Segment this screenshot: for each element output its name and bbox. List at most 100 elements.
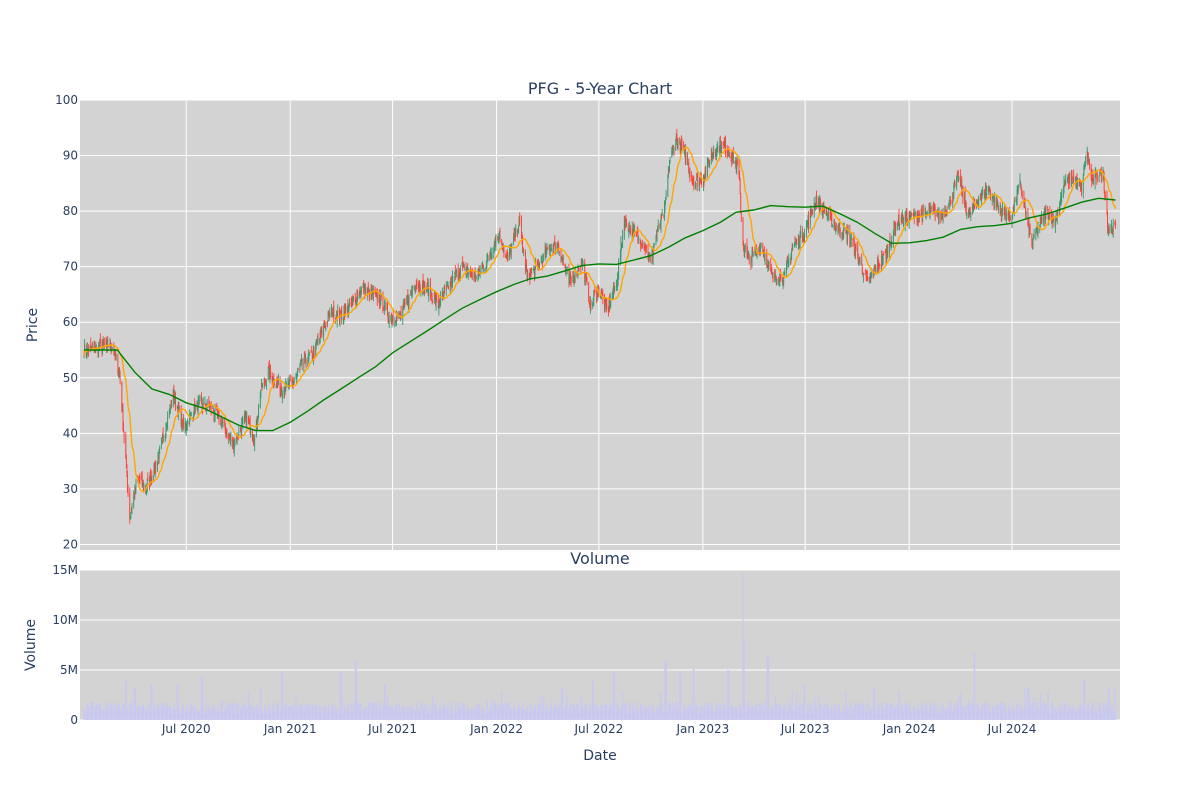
candle-body: [681, 143, 683, 149]
candlestick: [208, 400, 210, 412]
volume-bar: [618, 705, 620, 720]
candle-body: [400, 314, 401, 316]
candlestick: [881, 250, 882, 272]
candle-body: [102, 340, 104, 350]
candle-body: [340, 310, 341, 318]
candlestick: [497, 232, 499, 244]
candle-body: [609, 298, 611, 308]
candlestick: [581, 258, 583, 266]
candle-body: [193, 415, 195, 417]
candle-body: [171, 403, 172, 405]
candlestick: [693, 176, 695, 191]
candle-body: [407, 294, 409, 305]
candlestick: [370, 283, 372, 300]
candle-body: [664, 200, 666, 209]
candlestick: [481, 262, 483, 274]
candle-body: [968, 212, 970, 215]
candle-body: [1008, 209, 1010, 216]
candle-body: [797, 235, 799, 246]
volume-bar: [355, 660, 357, 720]
candlestick: [471, 270, 473, 278]
candle-body: [834, 223, 835, 225]
candlestick: [713, 145, 715, 160]
candlestick: [855, 243, 856, 260]
candlestick: [288, 375, 290, 391]
candlestick: [255, 419, 257, 438]
candlestick: [442, 291, 444, 301]
candlestick: [634, 224, 635, 237]
volume-bar: [350, 703, 352, 720]
candle-body: [201, 404, 203, 407]
candle-body: [783, 275, 785, 284]
candlestick: [422, 273, 424, 288]
candlestick: [795, 237, 797, 249]
volume-bar: [740, 707, 742, 720]
candle-body: [1068, 174, 1070, 182]
candle-body: [1081, 186, 1082, 194]
volume-bar: [879, 713, 881, 720]
candlestick: [186, 418, 188, 431]
candle-body: [127, 475, 128, 489]
candle-body: [153, 475, 154, 478]
candlestick: [465, 262, 467, 278]
candlestick: [714, 148, 716, 157]
candlestick: [359, 290, 361, 298]
candle-body: [604, 301, 606, 312]
candle-body: [414, 289, 416, 291]
candle-body: [1083, 164, 1085, 166]
candlestick: [228, 432, 230, 445]
candle-body: [766, 265, 768, 267]
candle-body: [547, 248, 548, 250]
candlestick: [676, 128, 678, 143]
candle-body: [91, 346, 93, 349]
candle-body: [307, 360, 309, 362]
candlestick: [1108, 225, 1110, 234]
candlestick: [898, 208, 900, 230]
candle-body: [846, 226, 848, 239]
candlestick: [956, 175, 958, 191]
candle-body: [379, 303, 381, 305]
candlestick: [143, 482, 145, 492]
candlestick: [751, 246, 753, 268]
candle-body: [467, 271, 469, 275]
candle-body: [1076, 178, 1077, 189]
candle-body: [988, 187, 990, 190]
volume-bar: [720, 709, 723, 720]
candle-body: [444, 288, 445, 290]
candle-body: [312, 357, 314, 359]
candle-body: [616, 283, 618, 285]
candle-body: [339, 311, 340, 320]
candle-body: [1041, 217, 1043, 223]
candlestick: [887, 243, 889, 260]
candlestick: [762, 242, 764, 253]
candle-body: [977, 202, 978, 205]
candle-body: [305, 362, 307, 365]
candle-body: [1019, 179, 1021, 186]
candlestick: [621, 243, 623, 249]
volume-bar: [681, 713, 683, 720]
candle-body: [989, 193, 991, 195]
candle-body: [982, 190, 984, 195]
candle-body: [1060, 196, 1062, 201]
candle-body: [198, 401, 200, 403]
candle-body: [1047, 212, 1049, 219]
candlestick: [260, 389, 262, 399]
candlestick: [826, 207, 828, 216]
candle-body: [225, 432, 227, 437]
candlestick: [162, 433, 163, 445]
candlestick: [259, 391, 261, 409]
candlestick: [659, 223, 661, 230]
candlestick: [394, 320, 396, 323]
candlestick: [913, 208, 915, 218]
candle-body: [521, 219, 522, 236]
candle-body: [190, 414, 192, 416]
candlestick: [1017, 184, 1019, 194]
candlestick: [665, 189, 667, 201]
volume-bar: [220, 702, 222, 720]
candle-body: [183, 419, 184, 427]
candle-body: [285, 381, 287, 392]
candle-body: [1035, 232, 1037, 236]
candlestick: [493, 246, 495, 259]
candlestick: [388, 311, 390, 329]
candlestick: [118, 367, 120, 379]
